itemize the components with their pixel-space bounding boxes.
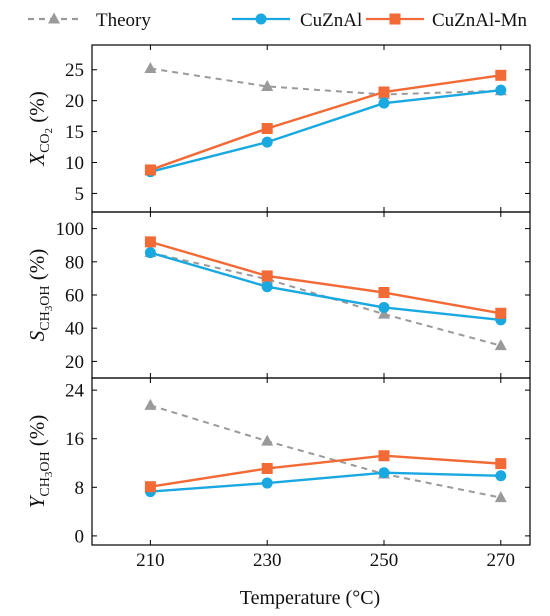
y-tick-label: 40 (65, 319, 84, 340)
data-point-cuznal (378, 301, 390, 313)
y-tick-label: 10 (65, 153, 84, 174)
legend-item-theory: Theory (28, 10, 151, 31)
y-tick-label: 60 (65, 286, 84, 307)
y-label-subscript: CH (38, 477, 53, 496)
series-cuznal (144, 84, 507, 178)
data-point-cuznal (378, 97, 390, 109)
panel-1: 5 10 15 20 25 XCO2 (%) (25, 44, 531, 213)
x-tick-label: 230 (253, 550, 282, 571)
y-tick-label: 24 (65, 381, 85, 402)
series-line-cuznal (150, 88, 501, 173)
data-point-cuznal (261, 136, 273, 148)
y-tick-label: 0 (75, 526, 85, 547)
data-point-cuznal-mn (144, 236, 156, 248)
series-line-cuznal-mn (150, 454, 501, 488)
data-point-cuznal (144, 247, 156, 259)
y-tick-label: 20 (65, 352, 84, 373)
data-point-cuznal (261, 477, 273, 489)
data-point-cuznal-mn (495, 458, 507, 470)
legend-item-cuznal: CuZnAl (232, 10, 362, 31)
y-label-unit: (%) (25, 91, 49, 128)
series-cuznal-mn (144, 450, 507, 493)
series-cuznal (144, 467, 507, 498)
y-axis-label: XCO2 (%) (25, 91, 55, 167)
y-tick-label: 100 (56, 219, 85, 240)
x-axis-label: Temperature (°C) (240, 587, 380, 609)
data-point-cuznal (261, 281, 273, 293)
y-label-subsubscript: 3 (43, 305, 55, 311)
data-point-cuznal-mn (378, 86, 390, 98)
legend: Theory CuZnAl CuZnAl-Mn (28, 10, 528, 31)
series-line-cuznal-mn (149, 74, 501, 172)
data-point-cuznal-mn (144, 164, 156, 176)
legend-marker-cuznal-mn (389, 13, 401, 25)
legend-item-cuznal-mn: CuZnAl-Mn (366, 10, 528, 31)
series-line-theory (150, 251, 502, 347)
data-point-cuznal-mn (378, 450, 390, 462)
data-point-cuznal-mn (261, 270, 273, 282)
y-label-subscript-tail: OH (38, 286, 53, 306)
y-tick-label: 80 (65, 252, 84, 273)
x-tick-label: 250 (370, 550, 399, 571)
y-label-subscript: CO (38, 133, 53, 152)
data-point-cuznal (495, 84, 507, 96)
y-label-unit: (%) (25, 415, 49, 452)
y-label-subscript-tail: OH (38, 451, 53, 471)
y-tick-label: 8 (75, 478, 85, 499)
legend-label-theory: Theory (96, 10, 151, 31)
series-line-cuznal-mn (150, 240, 502, 315)
data-point-theory (144, 62, 157, 74)
series-line-cuznal (150, 251, 501, 322)
legend-label-cuznal: CuZnAl (300, 10, 362, 31)
x-axis: 210 230 250 270 (136, 550, 515, 571)
series-line-cuznal (150, 471, 501, 493)
data-point-theory (378, 307, 390, 319)
data-point-theory (494, 491, 507, 503)
data-point-cuznal-mn (495, 69, 507, 81)
data-point-cuznal-mn (144, 481, 156, 493)
data-point-theory (144, 398, 157, 410)
series-cuznal-mn (144, 236, 507, 319)
y-label-subsubscript: 3 (43, 471, 55, 477)
y-label-symbol: Y (25, 494, 49, 508)
data-point-theory (494, 339, 507, 351)
y-label-subsubscript: 2 (43, 128, 55, 134)
y-tick-label: 15 (65, 122, 84, 143)
legend-marker-cuznal (255, 13, 267, 25)
data-point-cuznal (495, 470, 507, 482)
data-point-cuznal-mn (495, 307, 507, 319)
series-theory (144, 398, 507, 503)
y-tick-label: 5 (75, 184, 85, 205)
series-theory (144, 62, 507, 99)
series-cuznal (144, 247, 507, 326)
y-label-symbol: S (25, 330, 49, 341)
panel-frame (91, 377, 531, 546)
y-label-unit: (%) (25, 249, 49, 286)
y-label-symbol: X (25, 152, 49, 167)
data-point-theory (261, 79, 274, 91)
series-line-theory (150, 67, 501, 96)
y-tick-label: 25 (65, 60, 84, 81)
y-axis-label: YCH3OH (%) (25, 415, 55, 509)
data-point-cuznal-mn (261, 462, 273, 474)
x-tick-label: 270 (487, 550, 516, 571)
series-line-theory (150, 404, 501, 499)
y-axis-label: SCH3OH (%) (25, 249, 55, 341)
y-label-subscript: CH (38, 311, 53, 330)
data-point-cuznal-mn (261, 123, 273, 134)
data-point-theory (261, 434, 274, 446)
panel-3: 0 8 16 24 YCH3OH (%) (25, 377, 531, 547)
data-point-cuznal (378, 467, 390, 479)
y-tick-label: 16 (65, 429, 84, 450)
series-cuznal-mn (144, 69, 507, 176)
x-tick-label: 210 (136, 550, 165, 571)
data-point-cuznal-mn (378, 287, 390, 299)
y-tick-label: 20 (65, 91, 84, 112)
legend-marker-theory (48, 12, 60, 24)
legend-label-cuznal-mn: CuZnAl-Mn (432, 10, 528, 31)
